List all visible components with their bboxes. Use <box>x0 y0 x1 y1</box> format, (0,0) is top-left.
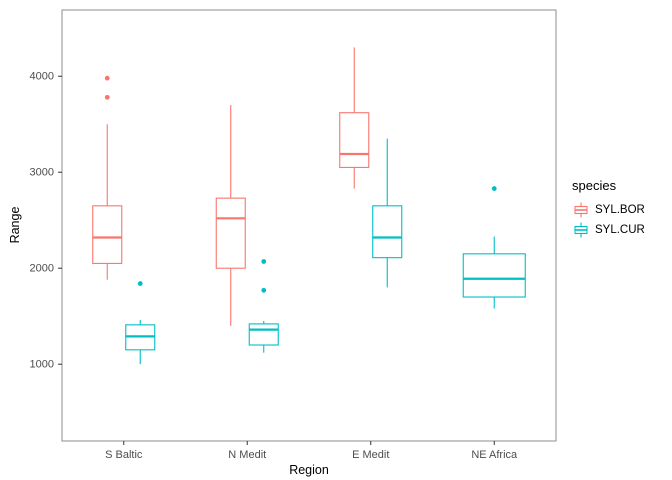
outlier-point <box>491 186 497 191</box>
box <box>248 323 279 346</box>
x-axis-title: Region <box>289 463 329 477</box>
box <box>372 205 403 259</box>
box <box>339 112 370 168</box>
y-tick-label: 3000 <box>30 167 54 179</box>
legend-entries: SYL.BOR SYL.CUR <box>572 200 645 240</box>
y-axis-title: Range <box>8 206 22 244</box>
x-tick-label: N Medit <box>228 449 266 461</box>
x-tick-label: E Medit <box>352 449 389 461</box>
outlier-point <box>137 281 143 286</box>
panel-border <box>61 9 557 442</box>
box <box>462 253 526 298</box>
legend-entry: SYL.CUR <box>572 220 645 240</box>
boxplot-key-icon <box>574 222 588 238</box>
outlier-point <box>261 287 267 293</box>
legend: species SYL.BOR SYL.CUR <box>572 178 645 240</box>
outlier-point <box>261 259 267 264</box>
box <box>92 205 123 264</box>
x-tick-label: NE Africa <box>471 449 518 461</box>
legend-entry-label: SYL.CUR <box>595 224 645 236</box>
legend-title: species <box>572 178 617 193</box>
boxplot-key-icon <box>574 202 588 218</box>
outlier-point <box>104 75 110 81</box>
legend-entry: SYL.BOR <box>572 200 645 220</box>
outlier-point <box>104 94 110 100</box>
y-tick-label: 1000 <box>30 359 54 371</box>
y-tick-label: 4000 <box>30 71 54 83</box>
box <box>215 197 246 269</box>
legend-entry-label: SYL.BOR <box>595 204 645 216</box>
x-tick-label: S Baltic <box>105 449 143 461</box>
y-tick-label: 2000 <box>30 263 54 275</box>
